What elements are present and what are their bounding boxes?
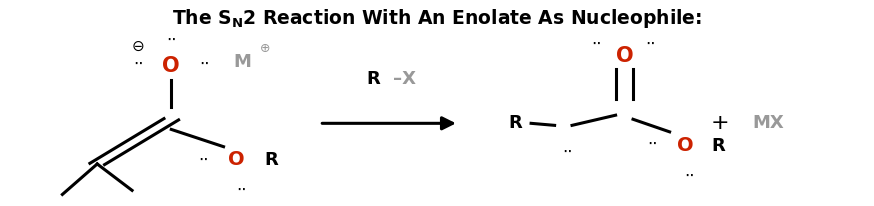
Text: O: O	[163, 56, 180, 76]
Text: ⋅⋅: ⋅⋅	[591, 35, 601, 53]
Text: ⊕: ⊕	[260, 42, 271, 55]
Text: O: O	[228, 150, 245, 169]
Text: ⊖: ⊖	[132, 39, 144, 54]
Text: ⋅⋅: ⋅⋅	[684, 167, 695, 185]
Text: ⋅⋅: ⋅⋅	[563, 143, 573, 161]
Text: ⋅⋅: ⋅⋅	[647, 135, 657, 153]
Text: –X: –X	[393, 70, 416, 88]
Text: O: O	[615, 46, 633, 66]
Text: ⋅⋅: ⋅⋅	[236, 181, 246, 199]
Text: ⋅⋅: ⋅⋅	[166, 31, 177, 49]
Text: ⋅⋅: ⋅⋅	[133, 55, 143, 73]
Text: R: R	[366, 70, 380, 88]
Text: O: O	[677, 136, 694, 155]
Text: ⋅⋅: ⋅⋅	[645, 35, 656, 53]
Text: R: R	[711, 137, 725, 155]
Text: +: +	[711, 113, 730, 133]
Text: MX: MX	[753, 114, 784, 132]
Text: ⋅⋅: ⋅⋅	[199, 55, 210, 73]
Text: M: M	[233, 53, 252, 71]
Text: R: R	[265, 151, 278, 169]
Text: R: R	[509, 114, 523, 132]
Text: ⋅⋅: ⋅⋅	[198, 151, 209, 169]
Text: The $\mathregular{S_N}$2 Reaction With An Enolate As Nucleophile:: The $\mathregular{S_N}$2 Reaction With A…	[172, 7, 702, 30]
